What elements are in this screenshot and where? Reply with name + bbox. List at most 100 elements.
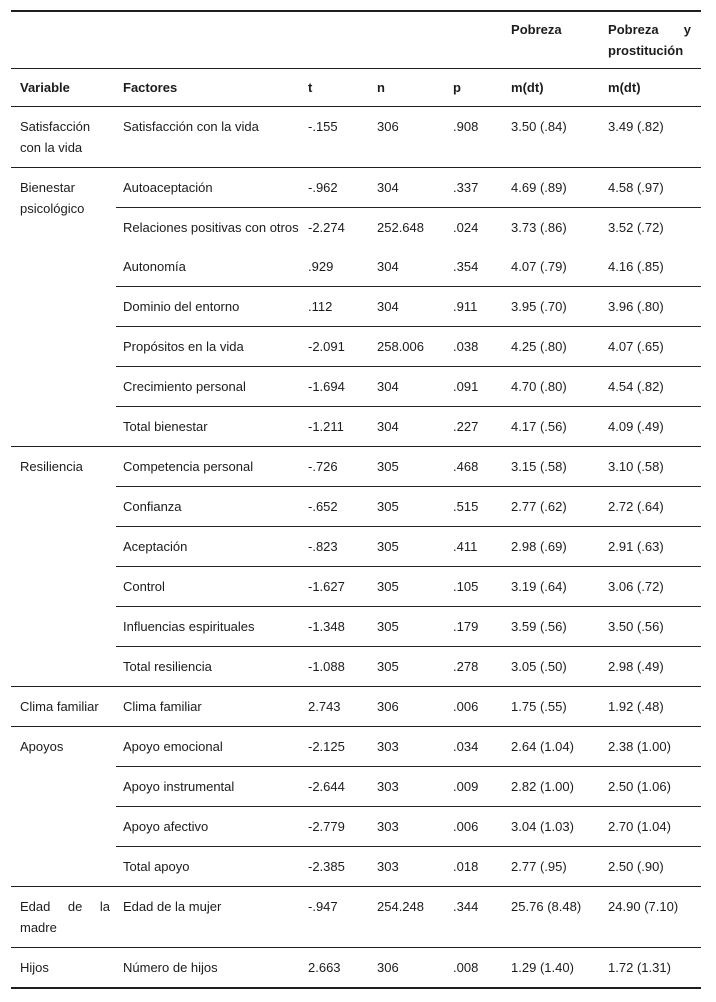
table-row: Hijos Número de hijos 2.663 306.008 1.29 (1.… (11, 947, 702, 988)
factor-cell: Total bienestar (116, 406, 306, 447)
variable-cell: Bienestar psicológico (11, 167, 116, 447)
table-row: Aceptación -.823 305.411 2.98 (.69) 2.91 (.6… (11, 526, 702, 567)
t-cell: -2.644 (306, 766, 375, 807)
t-cell: -2.385 (306, 846, 375, 887)
table-row: Edad de la madre Edad de la mujer -.947 254… (11, 886, 702, 948)
n-cell: 305 (375, 646, 451, 687)
m2-cell: 3.50 (.56) (606, 606, 702, 647)
factor-cell: Influencias espirituales (116, 606, 306, 647)
m2-cell: 2.50 (1.06) (606, 766, 702, 807)
column-header-row: Variable Factores t n p m(dt) m(dt) (11, 68, 702, 107)
t-cell: -2.091 (306, 326, 375, 367)
p-cell: .179 (451, 606, 510, 647)
table-row: Control -1.627 305.105 3.19 (.64) 3.06 (.72) (11, 566, 702, 607)
n-cell: 303 (375, 766, 451, 807)
m1-cell: 2.64 (1.04) (509, 726, 607, 767)
factor-cell: Control (116, 566, 306, 607)
n-cell: 303 (375, 806, 451, 847)
p-cell: .018 (451, 846, 510, 887)
column-header-mdt-pobreza-prostitucion: m(dt) (606, 68, 702, 107)
t-cell: -1.348 (306, 606, 375, 647)
m1-cell: 25.76 (8.48) (509, 886, 607, 948)
m2-cell: 3.10 (.58) (606, 446, 702, 487)
table-row: Bienestar psicológico Autoaceptación -.962… (11, 167, 702, 447)
factor-cell: Autonomía (123, 259, 186, 274)
m2-cell: 24.90 (7.10) (606, 886, 702, 948)
p-cell: .515 (451, 486, 510, 527)
t-cell: -.962 (306, 167, 375, 208)
p-cell: .038 (451, 326, 510, 367)
n-cell: 306 (375, 106, 451, 168)
group-header-pobreza-prostitucion: Pobreza y prostitución (606, 11, 702, 69)
factor-cell: Total resiliencia (116, 646, 306, 687)
t-cell: -1.627 (306, 566, 375, 607)
m1-cell: 2.77 (.62) (509, 486, 607, 527)
m2-cell: 3.52 (.72) (606, 207, 702, 247)
m2-cell: 3.96 (.80) (606, 286, 702, 327)
m2-cell: 4.07 (.65) (606, 326, 702, 367)
factor-cell: Relaciones positivas con otros (116, 207, 306, 247)
p-cell: .105 (451, 566, 510, 607)
m1-cell: 3.73 (.86) (509, 207, 607, 247)
n-cell: 304 (375, 366, 451, 407)
m1-cell: 4.70 (.80) (509, 366, 607, 407)
t-cell: -1.211 (306, 406, 375, 447)
t-cell: -1.088 (306, 646, 375, 687)
n-cell: 303 (375, 846, 451, 887)
p-cell: .008 (451, 947, 510, 988)
m2-cell: 2.70 (1.04) (606, 806, 702, 847)
variable-cell: Resiliencia (11, 446, 116, 687)
m1-cell: 1.29 (1.40) (509, 947, 607, 988)
p-cell: .908 (451, 106, 510, 168)
p-cell: .024 (451, 207, 510, 247)
m1-cell: 3.05 (.50) (509, 646, 607, 687)
table-row: Apoyos Apoyo emocional -2.125 303.034 2.64 (… (11, 726, 702, 887)
factor-cell: Confianza (116, 486, 306, 527)
p-cell: .411 (451, 526, 510, 567)
factor-cell: Apoyo instrumental (116, 766, 306, 807)
t-cell: 2.663 (306, 947, 375, 988)
group-header-spacer (11, 11, 510, 69)
group-header-pobreza: Pobreza (509, 11, 607, 69)
p-cell: .006 (451, 806, 510, 847)
m1-cell: 3.59 (.56) (509, 606, 607, 647)
p-cell: .009 (451, 766, 510, 807)
p-cell: .227 (451, 406, 510, 447)
factor-cell: Total apoyo (116, 846, 306, 887)
m2-cell: 2.50 (.90) (606, 846, 702, 887)
p-cell: .354 (453, 259, 479, 274)
n-cell: 303 (375, 726, 451, 767)
t-cell: -2.779 (306, 806, 375, 847)
factor-cell: Número de hijos (116, 947, 306, 988)
column-header-factores: Factores (116, 68, 306, 107)
n-cell: 254.248 (375, 886, 451, 948)
factor-cell: Propósitos en la vida (116, 326, 306, 367)
p-cell: .344 (451, 886, 510, 948)
p-cell: .278 (451, 646, 510, 687)
table-row: Propósitos en la vida -2.091 258.006.038 4.… (11, 326, 702, 367)
factor-cell: Autoaceptación (116, 167, 306, 208)
t-cell: .929 (308, 259, 334, 274)
m2-cell: 2.98 (.49) (606, 646, 702, 687)
m1-cell: 3.50 (.84) (509, 106, 607, 168)
m2-cell: 4.09 (.49) (606, 406, 702, 447)
t-cell: -.155 (306, 106, 375, 168)
factor-cell: Edad de la mujer (116, 886, 306, 948)
t-cell: -2.274 (306, 207, 375, 247)
n-cell: 304 (375, 286, 451, 327)
factor-cell: Apoyo emocional (116, 726, 306, 767)
t-cell: -2.125 (306, 726, 375, 767)
table-row: Total resiliencia -1.088 305.278 3.05 (.50)… (11, 646, 702, 687)
t-cell: -.652 (306, 486, 375, 527)
m2-cell: 4.16 (.85) (608, 259, 664, 274)
m1-cell: 4.69 (.89) (509, 167, 607, 208)
column-header-t: t (306, 68, 375, 107)
factor-cell: Crecimiento personal (116, 366, 306, 407)
m2-cell: 2.91 (.63) (606, 526, 702, 567)
variable-cell: Hijos (11, 947, 116, 988)
table-row: Resiliencia Competencia personal -.726 305.… (11, 446, 702, 687)
m2-cell: 4.54 (.82) (606, 366, 702, 407)
factor-cell: Satisfacción con la vida (116, 106, 306, 168)
m1-cell: 3.04 (1.03) (509, 806, 607, 847)
table-row: Crecimiento personal -1.694 304.091 4.70 (.… (11, 366, 702, 407)
